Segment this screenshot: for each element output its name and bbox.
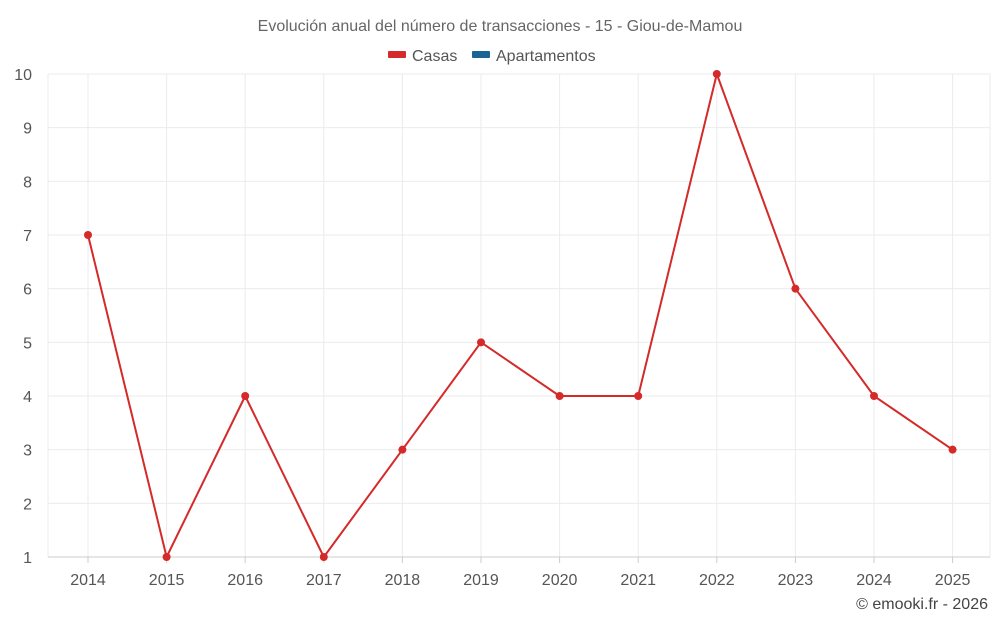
x-tick-label: 2015 bbox=[149, 572, 185, 589]
y-tick-label: 2 bbox=[23, 496, 32, 513]
grid bbox=[47, 73, 991, 557]
y-tick-label: 10 bbox=[14, 67, 32, 84]
x-tick-label: 2018 bbox=[385, 572, 421, 589]
y-tick-label: 7 bbox=[23, 228, 32, 245]
y-tick-label: 8 bbox=[23, 174, 32, 191]
credit-text: © emooki.fr - 2026 bbox=[856, 596, 988, 613]
x-tick-label: 2019 bbox=[463, 572, 499, 589]
x-tick-label: 2023 bbox=[778, 572, 814, 589]
axes: 1 2 3 4 5 6 7 8 9 10 2014 2015 2016 2017 2018 2019 2020 2… bbox=[14, 67, 990, 589]
legend-swatch-casas bbox=[388, 51, 406, 58]
series-line-casas bbox=[87, 73, 954, 558]
x-tick-label: 2024 bbox=[856, 572, 892, 589]
legend-label-apartamentos: Apartamentos bbox=[496, 48, 596, 65]
x-tick-label: 2021 bbox=[620, 572, 656, 589]
legend-swatch-apartamentos bbox=[472, 51, 490, 58]
legend: Casas Apartamentos bbox=[388, 48, 596, 65]
data-point-casas[interactable] bbox=[948, 445, 957, 454]
data-point-casas[interactable] bbox=[162, 553, 171, 561]
data-point-casas[interactable] bbox=[791, 284, 800, 293]
legend-label-casas: Casas bbox=[412, 48, 457, 65]
plot-area bbox=[84, 70, 957, 561]
chart-title: Evolución anual del número de transaccio… bbox=[258, 18, 743, 35]
data-point-casas[interactable] bbox=[555, 392, 564, 400]
x-tick-label: 2014 bbox=[70, 572, 106, 589]
x-tick-label: 2025 bbox=[935, 572, 971, 589]
data-point-casas[interactable] bbox=[634, 392, 643, 400]
data-point-casas[interactable] bbox=[319, 553, 328, 561]
data-point-casas[interactable] bbox=[84, 231, 92, 239]
data-point-casas[interactable] bbox=[241, 392, 250, 400]
x-tick-label: 2022 bbox=[699, 572, 735, 589]
data-point-casas[interactable] bbox=[398, 445, 407, 454]
data-point-casas[interactable] bbox=[477, 338, 485, 347]
y-tick-label: 4 bbox=[23, 389, 32, 406]
x-tick-label: 2020 bbox=[542, 572, 578, 589]
y-tick-label: 5 bbox=[23, 335, 32, 352]
data-point-casas[interactable] bbox=[870, 392, 878, 400]
legend-item-apartamentos[interactable]: Apartamentos bbox=[472, 48, 596, 65]
y-tick-label: 6 bbox=[23, 282, 32, 299]
data-point-casas[interactable] bbox=[712, 70, 721, 78]
x-tick-label: 2017 bbox=[306, 572, 342, 589]
legend-item-casas[interactable]: Casas bbox=[388, 48, 457, 65]
y-tick-label: 3 bbox=[23, 443, 32, 460]
x-tick-label: 2016 bbox=[227, 572, 263, 589]
y-tick-label: 9 bbox=[23, 121, 32, 138]
y-tick-label: 1 bbox=[23, 550, 32, 567]
